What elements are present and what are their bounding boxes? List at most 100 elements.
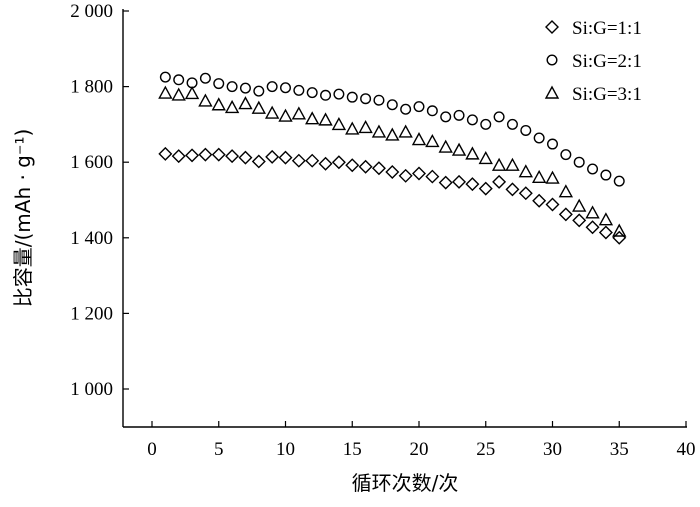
data-point bbox=[253, 85, 265, 97]
y-tick-label: 1 800 bbox=[70, 77, 113, 98]
data-point bbox=[199, 72, 211, 84]
x-tick-label: 10 bbox=[276, 439, 295, 460]
data-point bbox=[453, 109, 465, 121]
data-point bbox=[278, 150, 293, 165]
x-tick-label: 5 bbox=[214, 439, 224, 460]
data-point bbox=[224, 99, 240, 114]
data-point bbox=[358, 119, 373, 134]
data-point bbox=[198, 93, 213, 107]
x-axis-title: 循环次数/次 bbox=[352, 471, 459, 495]
data-point bbox=[478, 181, 493, 196]
data-point bbox=[505, 157, 520, 171]
y-tick-label: 1 000 bbox=[70, 379, 113, 400]
data-point bbox=[239, 82, 251, 94]
data-point bbox=[587, 163, 599, 175]
data-point bbox=[346, 91, 358, 103]
data-point bbox=[251, 154, 266, 169]
data-point bbox=[440, 111, 452, 123]
data-point bbox=[264, 105, 280, 119]
data-point bbox=[213, 78, 225, 90]
data-point bbox=[505, 182, 520, 197]
series-1 bbox=[158, 146, 627, 245]
data-point bbox=[371, 124, 387, 138]
plot-area bbox=[122, 9, 687, 428]
data-point bbox=[305, 153, 320, 168]
x-tick-label: 20 bbox=[410, 439, 429, 460]
data-point bbox=[251, 100, 266, 114]
triangle-icon bbox=[544, 85, 560, 99]
data-point bbox=[438, 139, 453, 153]
data-point bbox=[451, 142, 467, 156]
y-axis-ticks: 1 000 1 200 1 400 1 600 1 800 2 000 bbox=[70, 1, 129, 400]
data-point bbox=[360, 93, 372, 105]
series-layer bbox=[158, 71, 627, 245]
data-point bbox=[171, 149, 186, 164]
data-point bbox=[318, 156, 333, 171]
data-point bbox=[400, 103, 412, 115]
data-point bbox=[466, 114, 478, 126]
data-point bbox=[425, 133, 440, 148]
data-point bbox=[386, 99, 398, 111]
x-tick-label: 30 bbox=[543, 439, 562, 460]
data-point bbox=[238, 150, 253, 165]
data-point bbox=[371, 161, 386, 176]
data-point bbox=[572, 213, 587, 228]
data-point bbox=[318, 112, 333, 126]
data-point bbox=[385, 165, 400, 180]
x-tick-label: 35 bbox=[610, 439, 629, 460]
data-point bbox=[412, 166, 426, 181]
data-point bbox=[558, 207, 573, 222]
data-point bbox=[225, 149, 240, 164]
data-point bbox=[373, 94, 385, 106]
y-axis-title: 比容量/(mAh · g⁻¹) bbox=[11, 129, 35, 308]
x-tick-label: 40 bbox=[677, 439, 696, 460]
data-point bbox=[518, 164, 533, 178]
data-point bbox=[185, 148, 200, 163]
data-point bbox=[425, 169, 440, 184]
data-point bbox=[358, 159, 373, 174]
data-point bbox=[173, 74, 185, 86]
data-point bbox=[452, 174, 467, 189]
data-point bbox=[518, 186, 533, 201]
data-point bbox=[598, 225, 613, 240]
x-tick-label: 0 bbox=[147, 439, 157, 460]
y-tick-label: 1 200 bbox=[70, 303, 113, 324]
x-tick-label: 25 bbox=[476, 439, 495, 460]
data-point bbox=[465, 177, 480, 192]
data-point bbox=[560, 149, 572, 161]
data-point bbox=[413, 101, 425, 113]
data-point bbox=[558, 184, 574, 198]
data-point bbox=[493, 111, 505, 123]
legend-label: Si:G=3:1 bbox=[572, 84, 642, 105]
data-point bbox=[492, 174, 507, 189]
data-point bbox=[600, 169, 612, 181]
series-3 bbox=[158, 85, 627, 237]
series-2 bbox=[159, 71, 625, 187]
data-point bbox=[306, 87, 318, 99]
data-point bbox=[331, 116, 347, 131]
x-tick-label: 15 bbox=[343, 439, 362, 460]
data-point bbox=[345, 121, 360, 135]
data-point bbox=[266, 81, 278, 93]
data-point bbox=[398, 124, 413, 138]
data-point bbox=[478, 150, 493, 165]
data-point bbox=[171, 87, 186, 101]
data-point bbox=[520, 124, 532, 136]
diamond-icon bbox=[545, 20, 559, 34]
data-point bbox=[159, 71, 171, 83]
data-point bbox=[291, 153, 306, 168]
data-point bbox=[320, 89, 332, 101]
data-point bbox=[598, 212, 614, 226]
data-point bbox=[547, 138, 559, 150]
data-point bbox=[491, 157, 507, 171]
y-tick-label: 1 400 bbox=[70, 228, 113, 249]
data-point bbox=[333, 88, 345, 100]
data-point bbox=[305, 111, 320, 125]
data-point bbox=[226, 81, 238, 93]
data-point bbox=[331, 155, 346, 170]
data-point bbox=[533, 132, 545, 144]
data-point bbox=[532, 193, 547, 208]
y-tick-label: 1 600 bbox=[70, 152, 113, 173]
data-point bbox=[612, 223, 627, 237]
